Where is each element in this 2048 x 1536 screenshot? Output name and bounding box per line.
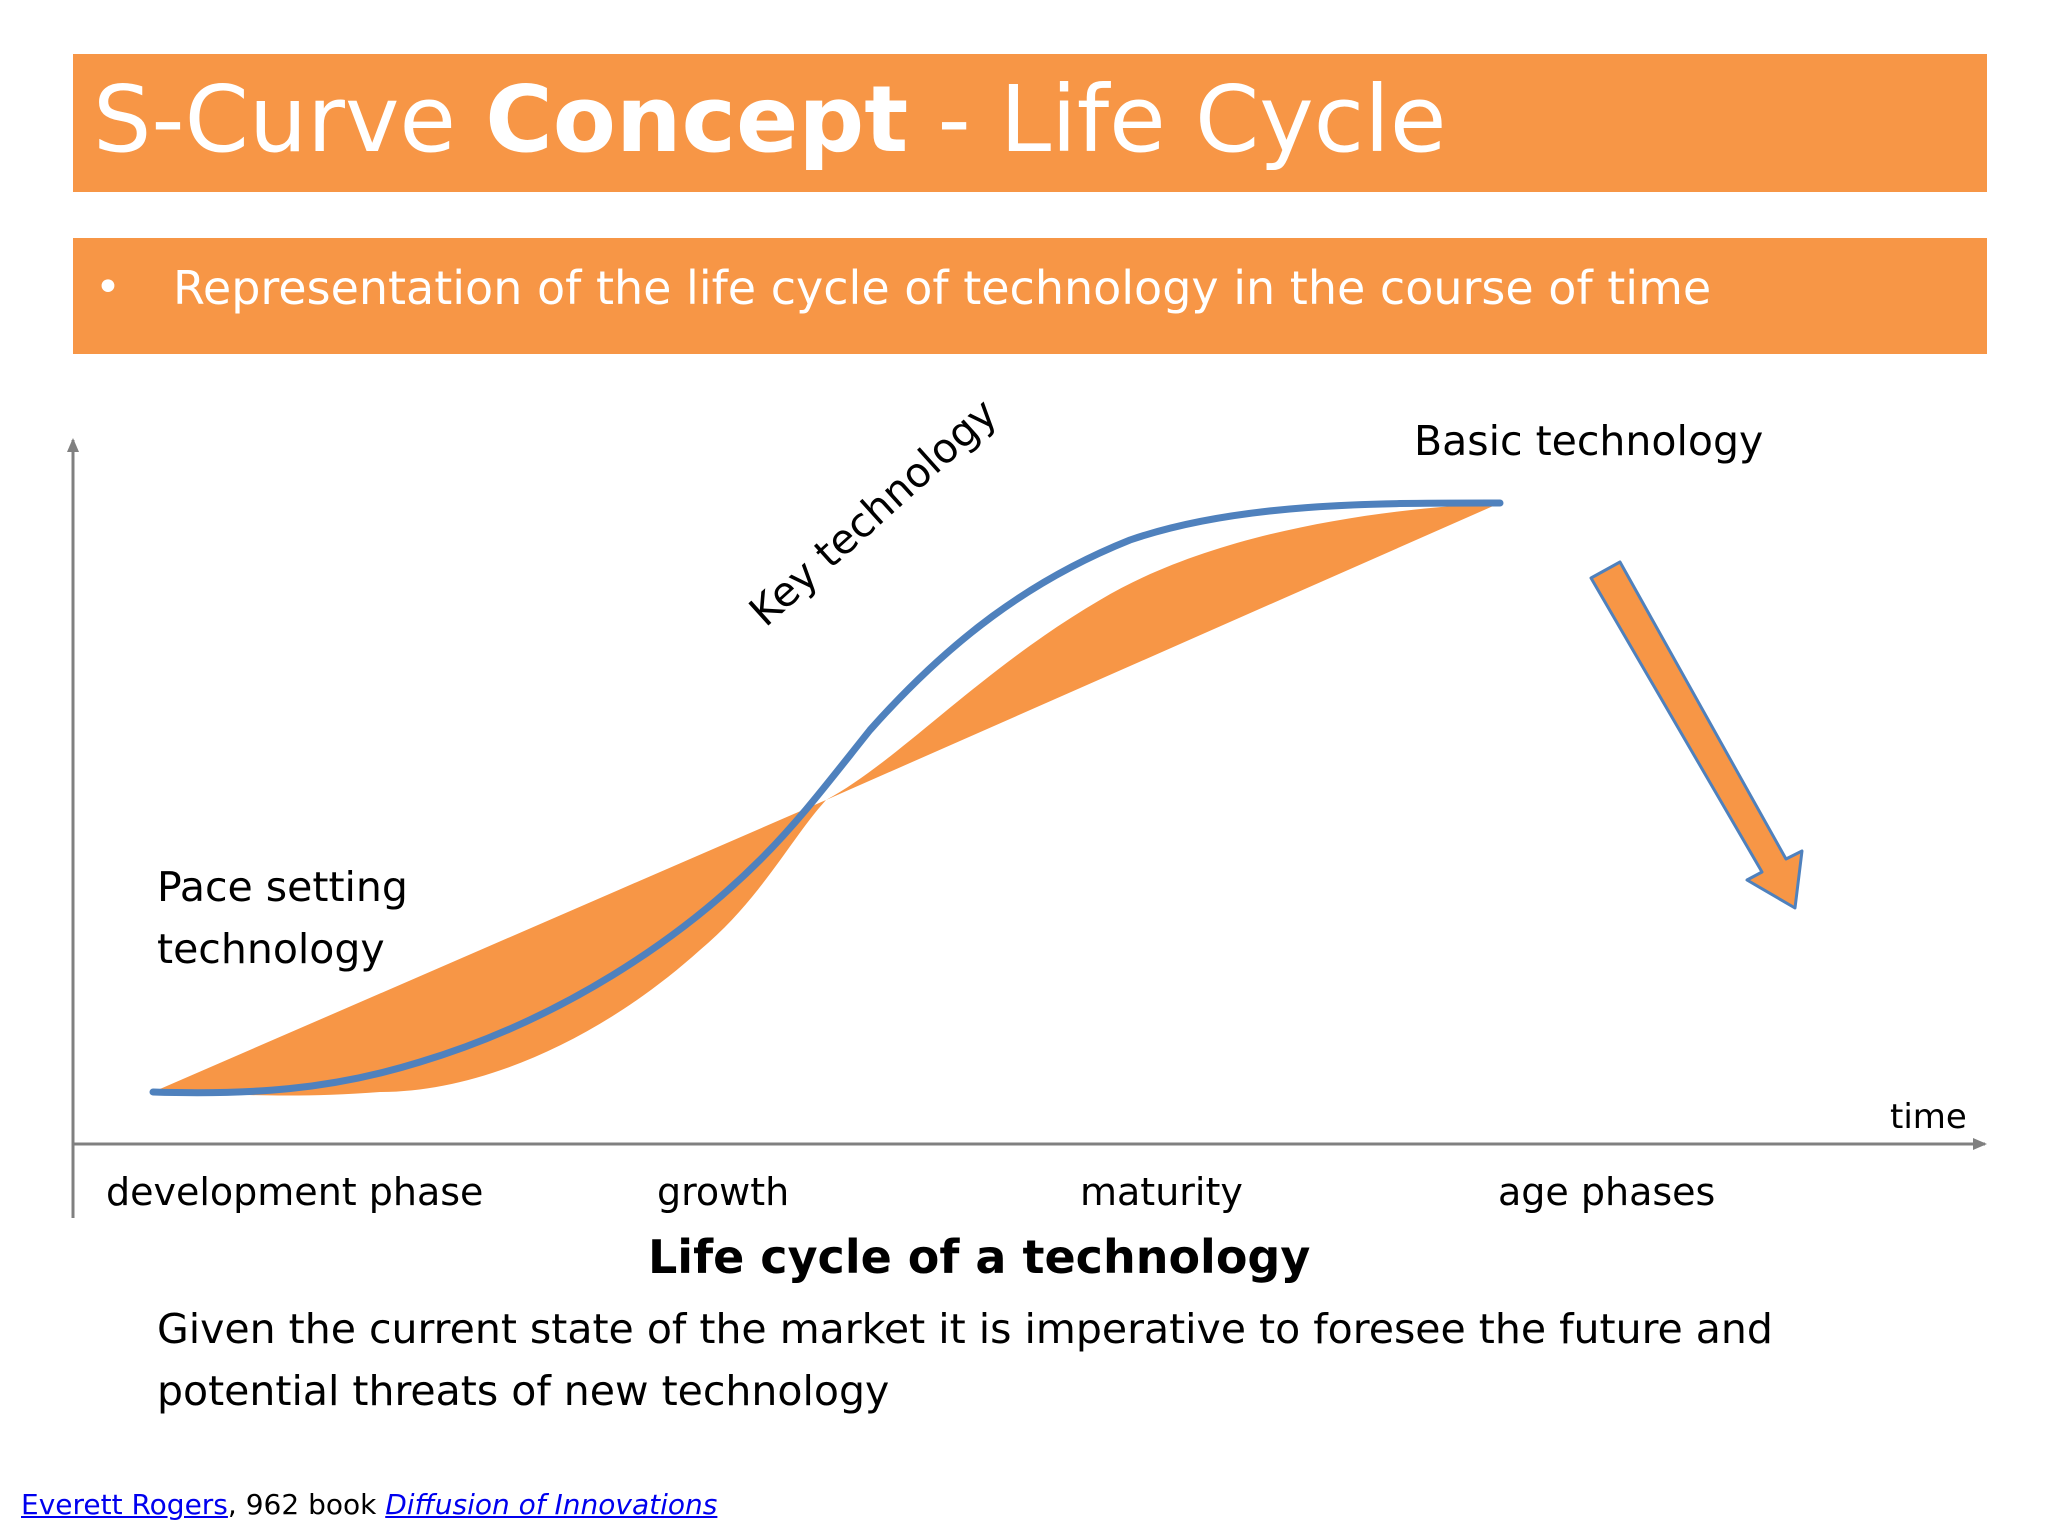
title-bar: S-Curve Concept - Life Cycle <box>73 54 1987 192</box>
decline-arrow-icon <box>1589 560 1804 910</box>
phase-development: development phase <box>106 1170 484 1214</box>
label-pace-setting: Pace setting technology <box>157 856 408 980</box>
footer-mid: 962 book <box>245 1488 386 1521</box>
phase-maturity: maturity <box>1080 1170 1243 1214</box>
footer-separator: , <box>227 1488 246 1521</box>
x-axis-label: time <box>1890 1097 1967 1137</box>
s-curve-line <box>149 499 1504 1097</box>
footer-citation: Everett Rogers, 962 book Diffusion of In… <box>21 1488 717 1521</box>
subtitle-bar: • Representation of the life cycle of te… <box>73 238 1987 354</box>
label-pace-setting-line1: Pace setting <box>157 863 408 911</box>
title-bold: Concept <box>485 66 909 173</box>
subtitle: Representation of the life cycle of tech… <box>173 261 1712 315</box>
title-prefix: S-Curve <box>93 66 486 173</box>
title-suffix: - Life Cycle <box>908 66 1447 173</box>
book-link[interactable]: Diffusion of Innovations <box>385 1488 718 1521</box>
curve-fill-upper <box>826 503 1500 800</box>
slide-title: S-Curve Concept - Life Cycle <box>93 60 1446 180</box>
curve-fill-lower <box>153 800 826 1096</box>
bullet-icon: • <box>95 262 121 313</box>
diagram-caption: Life cycle of a technology <box>648 1230 1311 1284</box>
phase-growth: growth <box>657 1170 790 1214</box>
label-pace-setting-line2: technology <box>157 925 385 973</box>
author-link[interactable]: Everett Rogers <box>21 1488 228 1521</box>
phase-age: age phases <box>1498 1170 1716 1214</box>
market-note: Given the current state of the market it… <box>157 1305 1773 1415</box>
label-basic-technology: Basic technology <box>1414 417 1764 465</box>
